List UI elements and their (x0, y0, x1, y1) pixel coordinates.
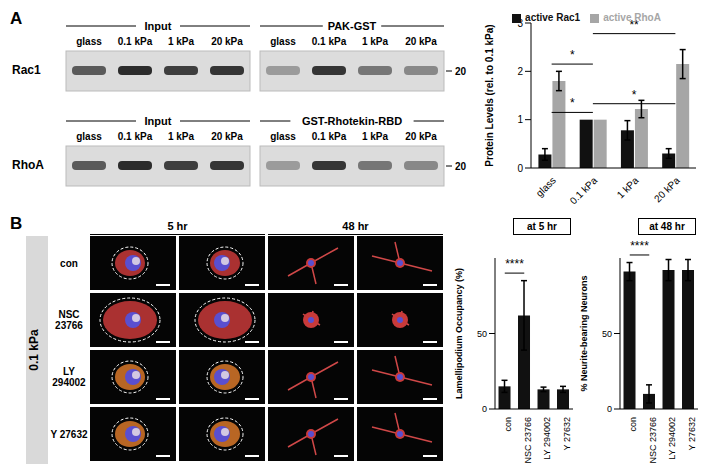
svg-text:0: 0 (517, 163, 523, 174)
svg-text:****: **** (630, 239, 649, 253)
svg-text:PAK-GST: PAK-GST (328, 20, 377, 32)
svg-text:con: con (628, 417, 638, 432)
svg-text:50: 50 (477, 329, 487, 339)
svg-text:1 kPa: 1 kPa (168, 131, 195, 142)
svg-text:Protein Levels (rel. to 0.1 kP: Protein Levels (rel. to 0.1 kPa) (484, 24, 495, 166)
svg-text:1: 1 (517, 114, 523, 125)
svg-text:glass: glass (76, 36, 102, 47)
svg-text:con: con (503, 417, 513, 432)
svg-text:**: ** (629, 18, 639, 32)
svg-text:0: 0 (607, 404, 612, 414)
svg-text:*: * (570, 48, 575, 62)
svg-text:1 kPa: 1 kPa (362, 36, 389, 47)
svg-text:Input: Input (145, 115, 172, 127)
svg-text:50: 50 (602, 329, 612, 339)
svg-text:3: 3 (517, 18, 523, 29)
svg-text:*: * (632, 88, 637, 102)
svg-text:Input: Input (145, 20, 172, 32)
svg-text:1 kPa: 1 kPa (168, 36, 195, 47)
svg-text:Y 27632: Y 27632 (687, 417, 697, 450)
svg-text:0.1 kPa: 0.1 kPa (118, 131, 153, 142)
svg-text:20 kPa: 20 kPa (652, 174, 682, 204)
svg-text:1 kPa: 1 kPa (615, 174, 641, 200)
svg-text:0.1 kPa: 0.1 kPa (312, 36, 347, 47)
svg-text:*: * (570, 96, 575, 110)
svg-text:LY 294002: LY 294002 (542, 417, 552, 460)
svg-text:20: 20 (455, 66, 467, 77)
svg-text:glass: glass (270, 36, 296, 47)
svg-text:20: 20 (455, 161, 467, 172)
svg-text:glass: glass (534, 175, 558, 199)
svg-text:GST-Rhotekin-RBD: GST-Rhotekin-RBD (302, 115, 402, 127)
svg-text:20 kPa: 20 kPa (405, 131, 437, 142)
svg-text:1 kPa: 1 kPa (362, 131, 389, 142)
svg-text:0.1 kPa: 0.1 kPa (118, 36, 153, 47)
svg-text:20 kPa: 20 kPa (211, 36, 243, 47)
svg-text:0.1 kPa: 0.1 kPa (312, 131, 347, 142)
svg-text:% Neurite-bearing Neurons: % Neurite-bearing Neurons (579, 275, 589, 391)
svg-text:****: **** (505, 257, 524, 271)
svg-text:Y 27632: Y 27632 (562, 417, 572, 450)
svg-text:NSC 23766: NSC 23766 (648, 417, 658, 464)
svg-text:glass: glass (270, 131, 296, 142)
svg-text:20 kPa: 20 kPa (211, 131, 243, 142)
svg-text:Lamellipodium Occupancy (%): Lamellipodium Occupancy (%) (454, 268, 464, 399)
svg-text:glass: glass (76, 131, 102, 142)
svg-text:0: 0 (482, 404, 487, 414)
svg-text:LY 294002: LY 294002 (667, 417, 677, 460)
svg-text:Rac1: Rac1 (12, 63, 41, 77)
svg-text:0.1 kPa: 0.1 kPa (568, 174, 600, 206)
svg-text:RhoA: RhoA (12, 158, 44, 172)
svg-text:20 kPa: 20 kPa (405, 36, 437, 47)
svg-text:NSC 23766: NSC 23766 (523, 417, 533, 464)
svg-text:A: A (10, 9, 22, 28)
svg-text:2: 2 (517, 66, 523, 77)
